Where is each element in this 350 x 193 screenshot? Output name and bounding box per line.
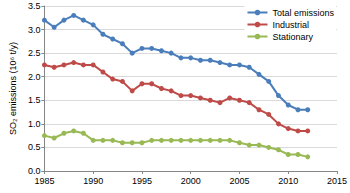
svg-text:0.0: 0.0	[28, 166, 41, 176]
svg-text:1995: 1995	[132, 176, 152, 186]
svg-text:2.5: 2.5	[28, 48, 41, 58]
svg-text:Stationary: Stationary	[272, 32, 313, 42]
svg-text:3.0: 3.0	[28, 25, 41, 35]
svg-text:2005: 2005	[229, 176, 249, 186]
svg-text:1985: 1985	[34, 176, 54, 186]
svg-text:0.5: 0.5	[28, 142, 41, 152]
svg-text:Total emissions: Total emissions	[272, 8, 334, 18]
svg-text:3.5: 3.5	[28, 1, 41, 11]
svg-text:2000: 2000	[181, 176, 201, 186]
svg-text:2015: 2015	[327, 176, 347, 186]
svg-text:1990: 1990	[83, 176, 103, 186]
svg-text:1.0: 1.0	[28, 119, 41, 129]
svg-text:Industrial: Industrial	[272, 20, 309, 30]
svg-text:1.5: 1.5	[28, 95, 41, 105]
svg-text:2010: 2010	[278, 176, 298, 186]
svg-text:2.0: 2.0	[28, 72, 41, 82]
svg-text:SO₂ emissions (10⁶ t/y): SO₂ emissions (10⁶ t/y)	[8, 42, 18, 135]
